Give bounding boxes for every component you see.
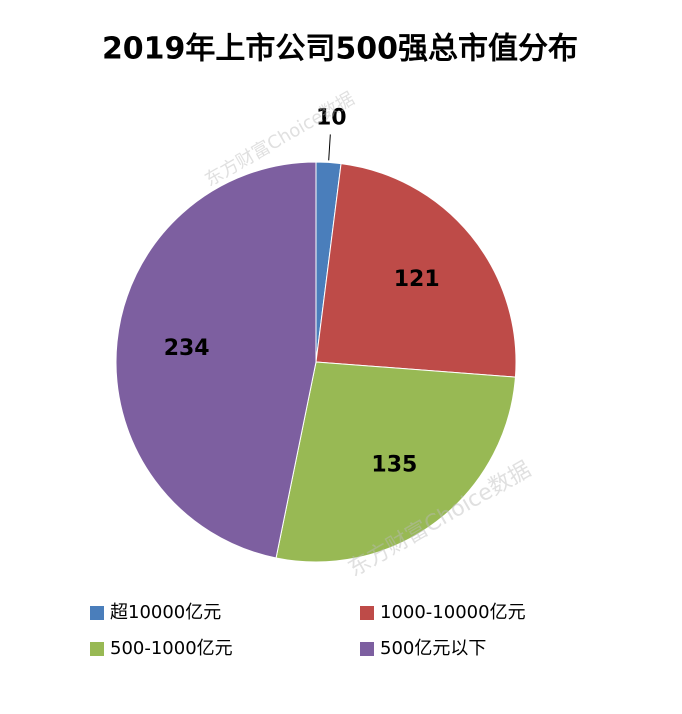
legend-swatch (90, 642, 104, 656)
leader-line (328, 134, 331, 161)
legend-label: 1000-10000亿元 (380, 602, 526, 623)
data-label: 121 (394, 267, 440, 292)
legend-label: 超10000亿元 (110, 602, 221, 623)
pie-slice (115, 161, 317, 559)
pie-slice (275, 361, 516, 563)
legend-swatch (360, 606, 374, 620)
legend-swatch (90, 606, 104, 620)
legend-label: 500-1000亿元 (110, 638, 233, 659)
legend-label: 500亿元以下 (380, 638, 486, 659)
data-label: 10 (316, 105, 347, 130)
legend-swatch (360, 642, 374, 656)
data-label: 135 (371, 453, 417, 478)
pie-slice (315, 163, 517, 378)
chart-title: 2019年上市公司500强总市值分布 (102, 32, 578, 67)
data-label: 234 (164, 336, 210, 361)
